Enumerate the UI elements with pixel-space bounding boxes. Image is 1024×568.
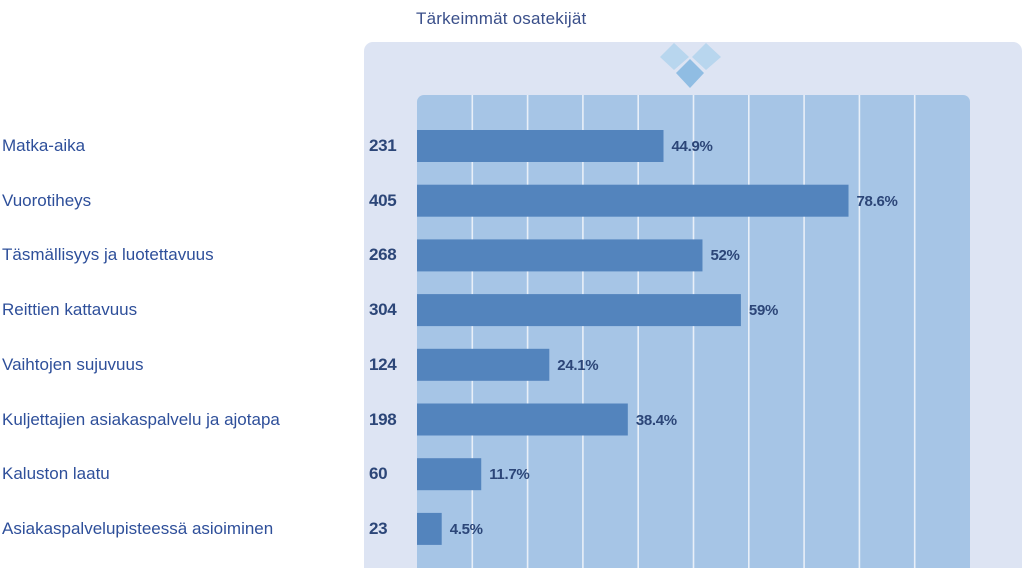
bar <box>417 348 550 381</box>
count-label: 268 <box>369 245 397 265</box>
count-label: 198 <box>369 409 397 429</box>
category-label: Täsmällisyys ja luotettavuus <box>2 245 214 265</box>
bar <box>417 403 628 436</box>
count-label: 304 <box>369 300 397 320</box>
gridlines <box>471 95 916 568</box>
category-label: Kaluston laatu <box>2 464 110 484</box>
category-label: Vuorotiheys <box>2 190 92 210</box>
bar <box>417 239 703 272</box>
bar <box>417 130 664 162</box>
count-label: 231 <box>369 136 397 155</box>
percent-data-label: 44.9% <box>671 138 713 155</box>
category-label: Vaihtojen sujuvuus <box>2 354 144 374</box>
count-label: 405 <box>369 190 397 210</box>
decorative-logo-icon <box>660 43 721 88</box>
count-label: 124 <box>369 354 397 374</box>
category-label: Matka-aika <box>2 136 86 155</box>
percent-data-label: 59% <box>748 302 779 320</box>
category-label: Kuljettajien asiakaspalvelu ja ajotapa <box>2 409 280 429</box>
bars-group <box>417 130 849 545</box>
percent-data-label: 4.5% <box>449 520 483 538</box>
percent-data-label: 78.6% <box>856 192 898 210</box>
percent-data-label: 11.7% <box>489 466 530 484</box>
percent-data-label: 24.1% <box>557 356 599 374</box>
bar <box>417 512 442 545</box>
percent-data-label: 38.4% <box>635 411 677 429</box>
count-label: 60 <box>369 464 388 484</box>
bar <box>417 458 482 491</box>
count-label: 23 <box>369 518 388 538</box>
percent-data-label: 52% <box>710 247 740 265</box>
bar <box>417 184 849 217</box>
chart-title: Tärkeimmät osatekijät <box>416 9 587 28</box>
category-label: Asiakaspalvelupisteessä asioiminen <box>2 518 274 538</box>
category-label: Reittien kattavuus <box>2 300 138 320</box>
bar <box>417 294 741 327</box>
